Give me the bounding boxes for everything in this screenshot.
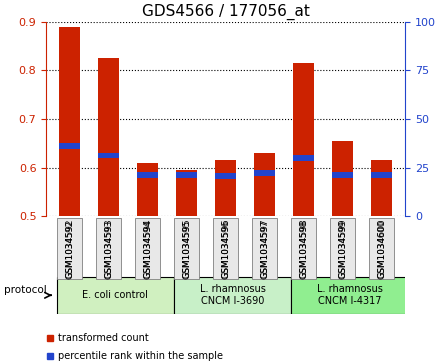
Bar <box>293 63 315 216</box>
Bar <box>98 58 119 216</box>
FancyBboxPatch shape <box>291 277 408 314</box>
Bar <box>137 172 158 178</box>
Text: GSM1034593: GSM1034593 <box>104 220 113 278</box>
Bar <box>371 160 392 216</box>
Bar <box>137 163 158 216</box>
Text: percentile rank within the sample: percentile rank within the sample <box>58 351 223 360</box>
Text: GSM1034592: GSM1034592 <box>65 219 74 279</box>
Text: L. rhamnosus
CNCM I-4317: L. rhamnosus CNCM I-4317 <box>316 285 382 306</box>
FancyBboxPatch shape <box>252 219 277 279</box>
Bar <box>254 153 275 216</box>
Text: L. rhamnosus
CNCM I-3690: L. rhamnosus CNCM I-3690 <box>199 285 265 306</box>
Text: GSM1034599: GSM1034599 <box>338 219 347 279</box>
Bar <box>59 143 81 149</box>
Text: GSM1034596: GSM1034596 <box>221 219 230 279</box>
Text: GSM1034595: GSM1034595 <box>182 220 191 278</box>
FancyBboxPatch shape <box>330 219 356 279</box>
FancyBboxPatch shape <box>291 219 316 279</box>
Title: GDS4566 / 177056_at: GDS4566 / 177056_at <box>142 4 310 20</box>
Text: GSM1034592: GSM1034592 <box>65 220 74 278</box>
Text: GSM1034599: GSM1034599 <box>338 220 347 278</box>
Text: GSM1034598: GSM1034598 <box>299 219 308 279</box>
Text: GSM1034595: GSM1034595 <box>182 219 191 279</box>
FancyBboxPatch shape <box>213 219 238 279</box>
Text: GSM1034600: GSM1034600 <box>377 219 386 279</box>
Bar <box>215 160 236 216</box>
Text: GSM1034598: GSM1034598 <box>299 220 308 278</box>
Bar <box>332 141 353 216</box>
Text: GSM1034600: GSM1034600 <box>377 219 386 278</box>
Text: GSM1034597: GSM1034597 <box>260 219 269 279</box>
FancyBboxPatch shape <box>135 219 160 279</box>
Text: protocol: protocol <box>4 285 47 295</box>
Text: GSM1034594: GSM1034594 <box>143 219 152 279</box>
Bar <box>332 172 353 178</box>
Bar <box>371 172 392 178</box>
Bar <box>176 170 198 216</box>
FancyBboxPatch shape <box>369 219 394 279</box>
Bar <box>98 153 119 159</box>
Text: GSM1034593: GSM1034593 <box>104 219 113 279</box>
Bar <box>176 172 198 178</box>
Text: GSM1034596: GSM1034596 <box>221 220 230 278</box>
Bar <box>254 170 275 176</box>
Text: E. coli control: E. coli control <box>82 290 148 300</box>
Bar <box>59 26 81 216</box>
Bar <box>293 155 315 161</box>
FancyBboxPatch shape <box>57 277 174 314</box>
FancyBboxPatch shape <box>57 219 82 279</box>
Bar <box>215 173 236 179</box>
FancyBboxPatch shape <box>96 219 121 279</box>
FancyBboxPatch shape <box>174 277 291 314</box>
Text: GSM1034597: GSM1034597 <box>260 220 269 278</box>
Text: GSM1034594: GSM1034594 <box>143 220 152 278</box>
FancyBboxPatch shape <box>174 219 199 279</box>
Text: transformed count: transformed count <box>58 333 149 343</box>
